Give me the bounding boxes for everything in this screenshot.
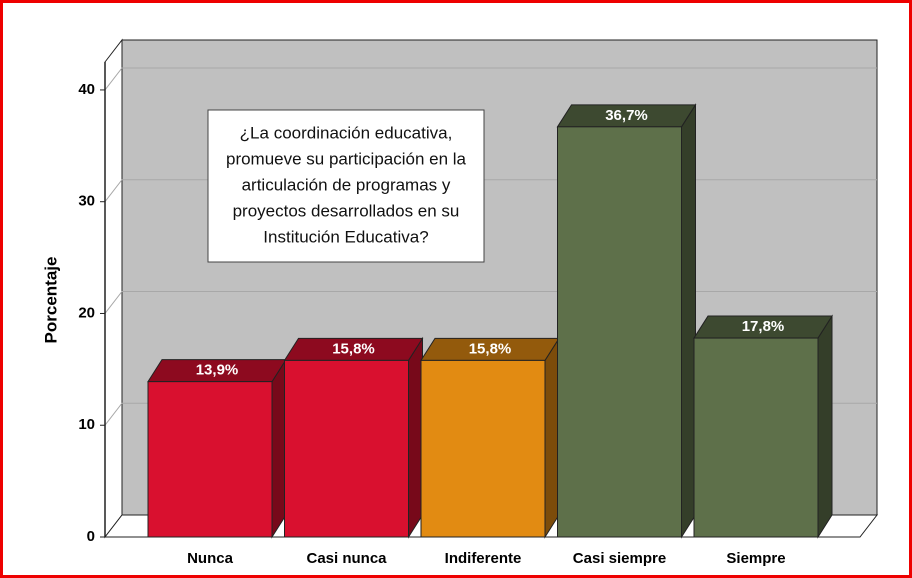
bar-side (544, 336, 560, 539)
grid-line (104, 67, 877, 91)
bar-side (271, 357, 287, 539)
y-tick-label: 20 (78, 304, 95, 321)
value-label: 36,7% (605, 107, 648, 124)
annotation-box (207, 109, 485, 263)
left-wall (104, 38, 123, 539)
annotation-line: articulación de programas y (242, 175, 451, 194)
x-tick-label: Casi nunca (306, 550, 387, 567)
bar-group (693, 314, 833, 539)
bar-group (283, 336, 424, 539)
y-tick-label: 10 (78, 416, 95, 433)
y-axis-label: Porcentaje (41, 257, 60, 344)
x-tick-label: Indiferente (445, 550, 522, 567)
y-tick-label: 0 (87, 528, 95, 545)
bar-side (817, 314, 833, 539)
x-tick-label: Siempre (726, 550, 785, 567)
annotation-line: promueve su participación en la (226, 149, 467, 168)
bar-side (681, 103, 696, 539)
bar (693, 337, 819, 538)
bar (420, 359, 546, 538)
value-label: 15,8% (469, 340, 512, 357)
bar (284, 359, 409, 538)
annotation-line: proyectos desarrollados en su (233, 201, 460, 220)
y-tick-label: 30 (78, 193, 95, 210)
y-tick-label: 40 (78, 81, 95, 98)
value-label: 15,8% (332, 340, 375, 357)
annotation-line: ¿La coordinación educativa, (240, 123, 453, 142)
x-tick-label: Nunca (187, 550, 234, 567)
bar-side (408, 336, 423, 539)
x-tick-label: Casi siempre (573, 550, 666, 567)
bar-group (556, 103, 697, 539)
annotation-line: Institución Educativa? (263, 227, 428, 246)
bar-group (147, 357, 287, 539)
value-label: 13,9% (196, 362, 239, 379)
value-label: 17,8% (742, 318, 785, 335)
bar (557, 126, 682, 538)
bar-group (420, 336, 560, 539)
bar (147, 381, 273, 538)
